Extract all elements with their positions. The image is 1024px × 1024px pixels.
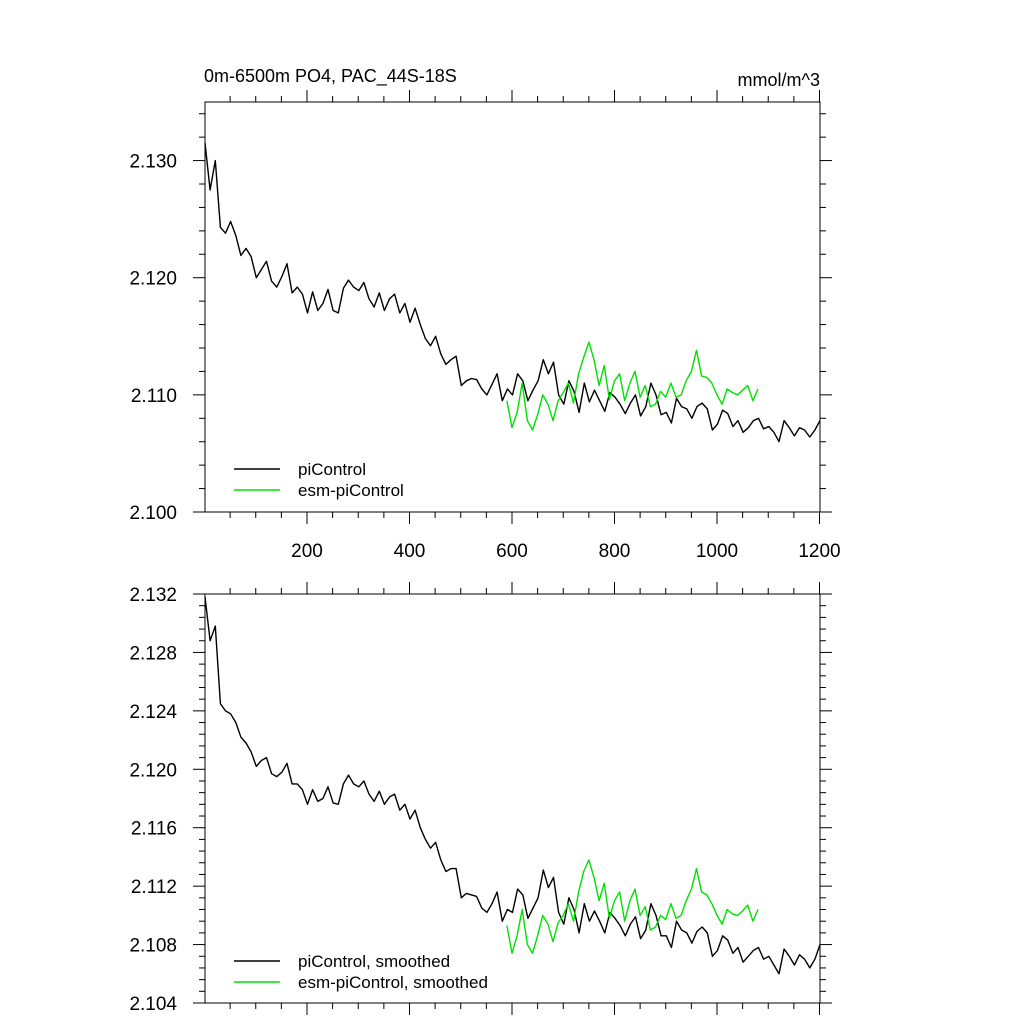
top-panel: 0m-6500m PO4, PAC_44S-18S mmol/m^3 2.100… <box>129 66 840 562</box>
plot-frame <box>204 593 821 1004</box>
series-line-esm-picontrol <box>506 341 759 431</box>
y-tick-label: 2.100 <box>129 503 177 524</box>
series-line-picontrol <box>204 142 821 443</box>
series-line-esm-picontrol-smoothed <box>506 859 759 954</box>
legend: piControl esm-piControl <box>234 460 404 500</box>
series-layer <box>204 596 821 975</box>
legend-label-picontrol: piControl <box>298 460 366 479</box>
x-tick-label: 1200 <box>798 541 840 562</box>
legend-label-esm-picontrol: esm-piControl <box>298 481 404 500</box>
chart-title: 0m-6500m PO4, PAC_44S-18S <box>204 66 457 87</box>
axes-layer: 2.104 2.108 2.112 2.116 2.120 2.124 2.128 2.132 <box>129 582 832 1015</box>
series-line-picontrol-smoothed <box>204 596 821 975</box>
y-tick-label: 2.112 <box>131 877 177 898</box>
x-tick-label: 200 <box>291 541 323 562</box>
y-tick-label: 2.124 <box>129 702 177 723</box>
y-tick-label: 2.132 <box>129 585 177 606</box>
y-tick-label: 2.120 <box>129 269 177 290</box>
axes-layer: 2.100 2.110 2.120 2.130 200 400 600 800 1000 1200 <box>129 90 841 562</box>
x-tick-label: 400 <box>394 541 426 562</box>
legend: piControl, smoothed esm-piControl, smoot… <box>234 952 488 992</box>
x-tick-label: 1000 <box>696 541 738 562</box>
bottom-panel: 2.104 2.108 2.112 2.116 2.120 2.124 2.128 2.132… <box>129 582 832 1015</box>
series-layer <box>204 142 821 443</box>
y-tick-label: 2.130 <box>129 152 177 173</box>
y-tick-label: 2.104 <box>129 994 177 1015</box>
x-tick-label: 800 <box>599 541 631 562</box>
y-tick-label: 2.110 <box>131 386 177 407</box>
units-label: mmol/m^3 <box>738 70 820 90</box>
x-tick-label: 600 <box>496 541 528 562</box>
plot-frame <box>204 101 821 513</box>
y-tick-label: 2.120 <box>129 760 177 781</box>
legend-label-picontrol-smoothed: piControl, smoothed <box>298 952 450 971</box>
y-tick-label: 2.108 <box>129 936 177 957</box>
y-tick-label: 2.116 <box>131 819 177 840</box>
y-tick-label: 2.128 <box>129 643 177 664</box>
legend-label-esm-picontrol-smoothed: esm-piControl, smoothed <box>298 973 488 992</box>
